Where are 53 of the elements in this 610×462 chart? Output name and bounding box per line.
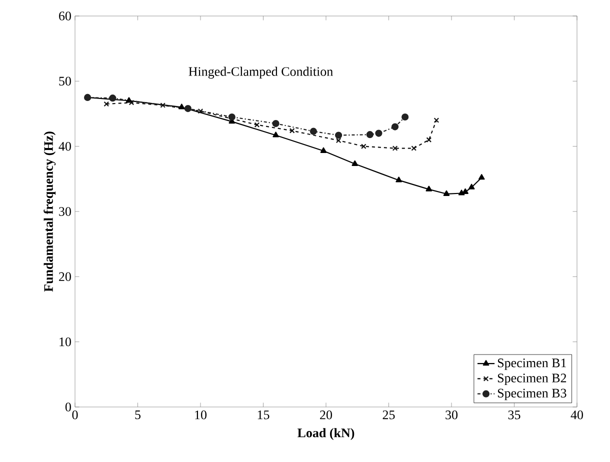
point	[426, 186, 432, 192]
legend-label: Specimen B1	[498, 358, 566, 370]
point	[396, 176, 402, 182]
point	[109, 94, 116, 102]
point	[254, 122, 260, 128]
x-tick-label: 25	[382, 410, 395, 420]
y-tick-label: 30	[59, 207, 71, 216]
point	[352, 160, 358, 166]
y-tick-label: 50	[59, 76, 71, 86]
point	[128, 100, 134, 106]
x-tick-label: 5	[135, 410, 140, 420]
x-tick-label: 0	[72, 410, 78, 420]
point	[335, 132, 342, 139]
point	[310, 128, 317, 135]
point	[411, 146, 417, 151]
x-tick-label: 30	[446, 410, 458, 420]
x-tick-label: 10	[195, 410, 207, 420]
point	[366, 131, 374, 138]
y-tick-label: 10	[60, 337, 71, 346]
point	[426, 137, 432, 142]
point	[228, 113, 236, 121]
point	[392, 146, 398, 151]
legend-label: Specimen B3	[498, 388, 566, 400]
y-axis-title: Fundamental frequency (Hz)	[44, 132, 56, 292]
x-tick-label: 20	[320, 410, 332, 420]
point	[478, 174, 485, 180]
y-tick-label: 0	[65, 402, 71, 412]
point	[375, 130, 382, 137]
point	[160, 102, 166, 108]
annotation: Hinged-Clamped Condition	[188, 66, 333, 79]
x-tick-label: 15	[258, 410, 270, 420]
y-tick-label: 20	[59, 272, 71, 282]
point	[272, 132, 279, 138]
point	[178, 104, 185, 110]
legend-label: Specimen B2	[498, 374, 566, 386]
x-axis-title: Load (kN)	[298, 428, 354, 440]
point	[434, 118, 440, 123]
point	[360, 144, 366, 149]
point	[391, 123, 399, 130]
point	[184, 104, 192, 112]
x-tick-label: 40	[570, 410, 584, 420]
point	[198, 108, 204, 114]
point	[336, 138, 342, 144]
x-tick-label: 35	[508, 410, 520, 420]
point	[468, 184, 475, 190]
point	[272, 120, 280, 128]
point	[320, 147, 327, 153]
y-tick-label: 60	[59, 12, 71, 20]
point	[443, 190, 450, 196]
point	[289, 128, 295, 134]
y-tick-label: 40	[58, 142, 71, 151]
point	[402, 113, 409, 121]
point	[104, 101, 110, 107]
